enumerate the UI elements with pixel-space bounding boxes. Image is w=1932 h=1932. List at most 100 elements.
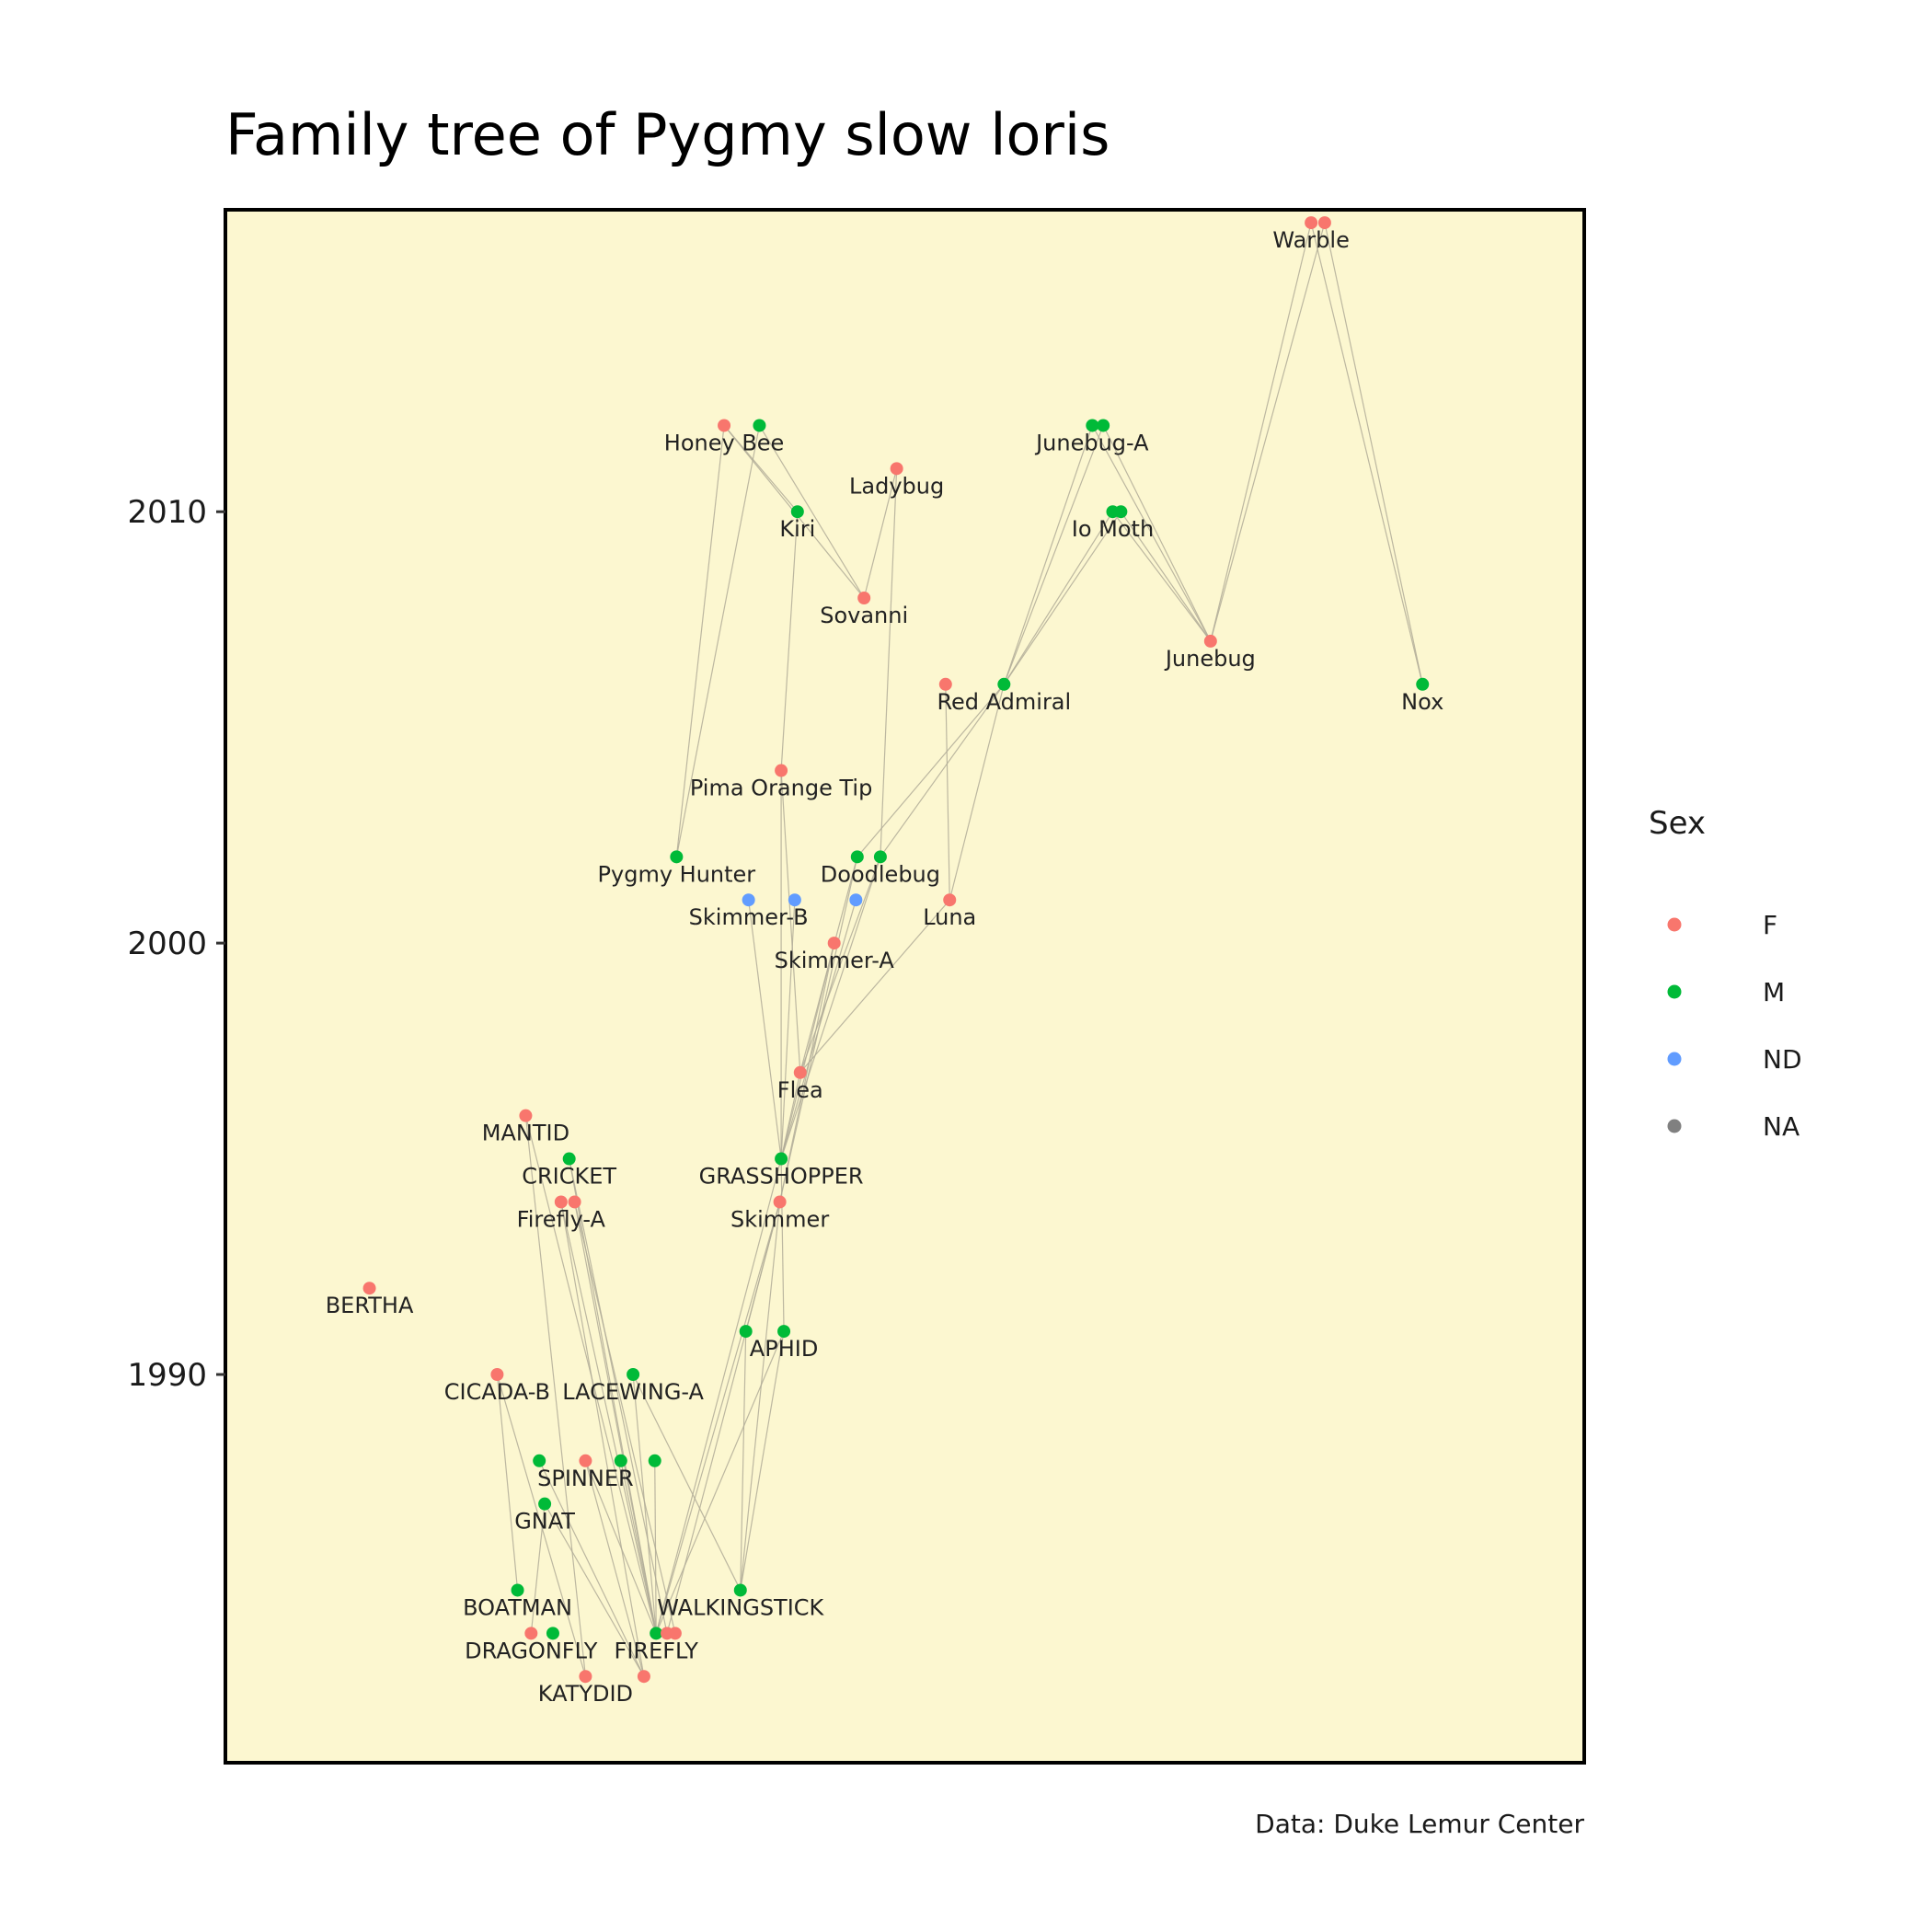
node-point-redadm_f [938,677,952,691]
node-label-cicadaB: CICADA-B [444,1379,550,1405]
node-point-sp_m3 [648,1454,661,1467]
parent-link [780,1158,785,1332]
node-point-warble2 [1317,216,1331,230]
node-point-redadmiral [997,677,1011,691]
legend-label-f: F [1763,910,1777,940]
chart-title: Family tree of Pygmy slow loris [225,101,1110,168]
parent-link [880,684,1005,857]
parent-link [740,1331,747,1591]
node-label-gnat: GNAT [514,1509,575,1535]
node-point-cricket [562,1152,576,1166]
parent-link [538,1460,645,1677]
parent-link [632,1374,742,1591]
parent-link [560,1202,657,1634]
node-label-spinner: SPINNER [537,1466,634,1491]
parent-link [560,1202,645,1677]
parent-link [496,1374,519,1591]
node-point-flea [793,1065,807,1079]
parent-link [675,425,725,857]
parent-link [1003,511,1121,685]
node-label-doodlebug: Doodlebug [821,861,940,887]
parent-link [1310,222,1423,684]
parent-link [740,1202,781,1591]
parent-link [1210,222,1326,642]
parent-link [654,1460,657,1634]
parent-link [880,468,898,857]
parent-link [584,1460,657,1634]
legend-key-nd [1667,1052,1682,1066]
parent-link [1003,511,1113,685]
node-point-kiri [790,505,804,519]
node-label-kiri: Kiri [779,516,815,542]
node-label-skimmer: Skimmer [730,1206,829,1232]
node-point-katydid [579,1670,592,1684]
parent-link [857,684,1005,857]
parent-link [655,1158,782,1634]
parent-link [544,1503,645,1677]
parent-link [1091,425,1212,642]
node-point-mantid [519,1109,533,1122]
node-point-sp_m1 [533,1454,546,1467]
parent-link [863,468,898,599]
caption: Data: Duke Lemur Center [1255,1809,1584,1839]
node-point-gnat [538,1497,552,1511]
node-point-nox [1416,677,1430,691]
node-label-skimmerB: Skimmer-B [689,904,809,930]
node-point-skimmerA [827,937,841,950]
node-point-honeybee [718,419,731,432]
parent-link [574,1202,676,1634]
node-point-doodle_m1 [850,850,864,864]
node-point-junebug [1203,634,1217,648]
node-point-ff_f2 [668,1627,682,1640]
parent-link [780,857,881,1159]
node-point-fireflyA1 [554,1195,568,1209]
node-point-aphid_m [739,1325,753,1339]
parent-link [1324,222,1423,684]
legend: Sex F M ND NA [1649,805,1802,1142]
node-label-fireflyA1: Firefly-A [517,1206,606,1232]
node-label-grasshopper: GRASSHOPPER [699,1164,864,1190]
parent-link [675,425,761,857]
node-label-junebug: Junebug [1164,646,1256,672]
node-label-flea: Flea [777,1077,823,1103]
parent-link [620,1460,657,1634]
parent-link [530,1503,546,1634]
legend-key-f [1667,917,1682,932]
legend-key-m [1667,984,1682,999]
node-point-pygmyhunter [670,850,684,864]
node-point-warble1 [1305,216,1318,230]
edges-layer [496,222,1423,1677]
labels-layer: Warble Honey Bee Junebug-A Ladybug Kiri Io Mo… [326,227,1444,1707]
parent-link [524,1115,587,1677]
node-point-skB2 [788,893,801,907]
legend-label-m: M [1763,977,1785,1007]
parent-link [799,857,881,1073]
parent-link [1102,425,1212,642]
legend-items: F M ND NA [1667,910,1802,1142]
node-label-dragonfly: DRAGONFLY [465,1638,598,1663]
y-tick-label: 1990 [127,1357,207,1394]
parent-link [1120,511,1212,642]
parent-link [573,1202,657,1634]
node-label-sovanni: Sovanni [820,603,908,628]
node-point-lacewingA [627,1368,640,1381]
parent-link [1210,222,1312,642]
node-label-katydid: KATYDID [538,1681,633,1707]
node-point-iomoth2 [1114,505,1128,519]
legend-title: Sex [1649,805,1706,842]
node-point-cicadaB [490,1368,504,1381]
y-tick-label: 2010 [127,494,207,531]
node-label-luna: Luna [923,904,976,930]
y-axis: 1990 2000 2010 [127,494,225,1394]
node-point-boatman [511,1583,524,1597]
parent-link [496,1374,586,1677]
node-label-aphid: APHID [750,1336,819,1362]
legend-key-na [1667,1119,1682,1133]
node-label-junebugA1: Junebug-A [1034,430,1149,455]
legend-label-nd: ND [1763,1044,1802,1075]
parent-link [740,1331,785,1591]
node-label-boatman: BOATMAN [463,1594,572,1620]
node-point-spinner [579,1454,592,1467]
parent-link [780,770,801,1073]
